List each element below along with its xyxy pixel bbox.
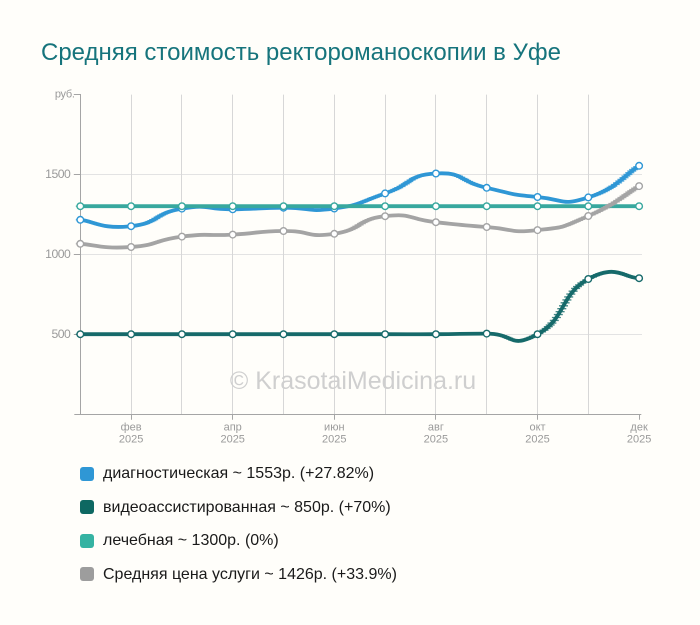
svg-text:июн: июн [324,422,344,434]
svg-text:дек: дек [630,422,648,434]
svg-text:авг: авг [428,422,444,434]
svg-text:фев: фев [121,422,142,434]
svg-text:2025: 2025 [119,434,143,446]
svg-text:2025: 2025 [322,434,346,446]
svg-text:руб.: руб. [55,89,75,101]
svg-text:апр: апр [224,422,242,434]
svg-text:2025: 2025 [627,434,651,446]
svg-text:1000: 1000 [45,247,71,261]
svg-text:© KrasotaiMedicina.ru: © KrasotaiMedicina.ru [230,367,476,395]
svg-text:500: 500 [51,327,71,341]
svg-text:2025: 2025 [525,434,549,446]
svg-text:2025: 2025 [424,434,448,446]
svg-text:2025: 2025 [220,434,244,446]
svg-text:1500: 1500 [45,167,71,181]
svg-text:окт: окт [529,422,545,434]
